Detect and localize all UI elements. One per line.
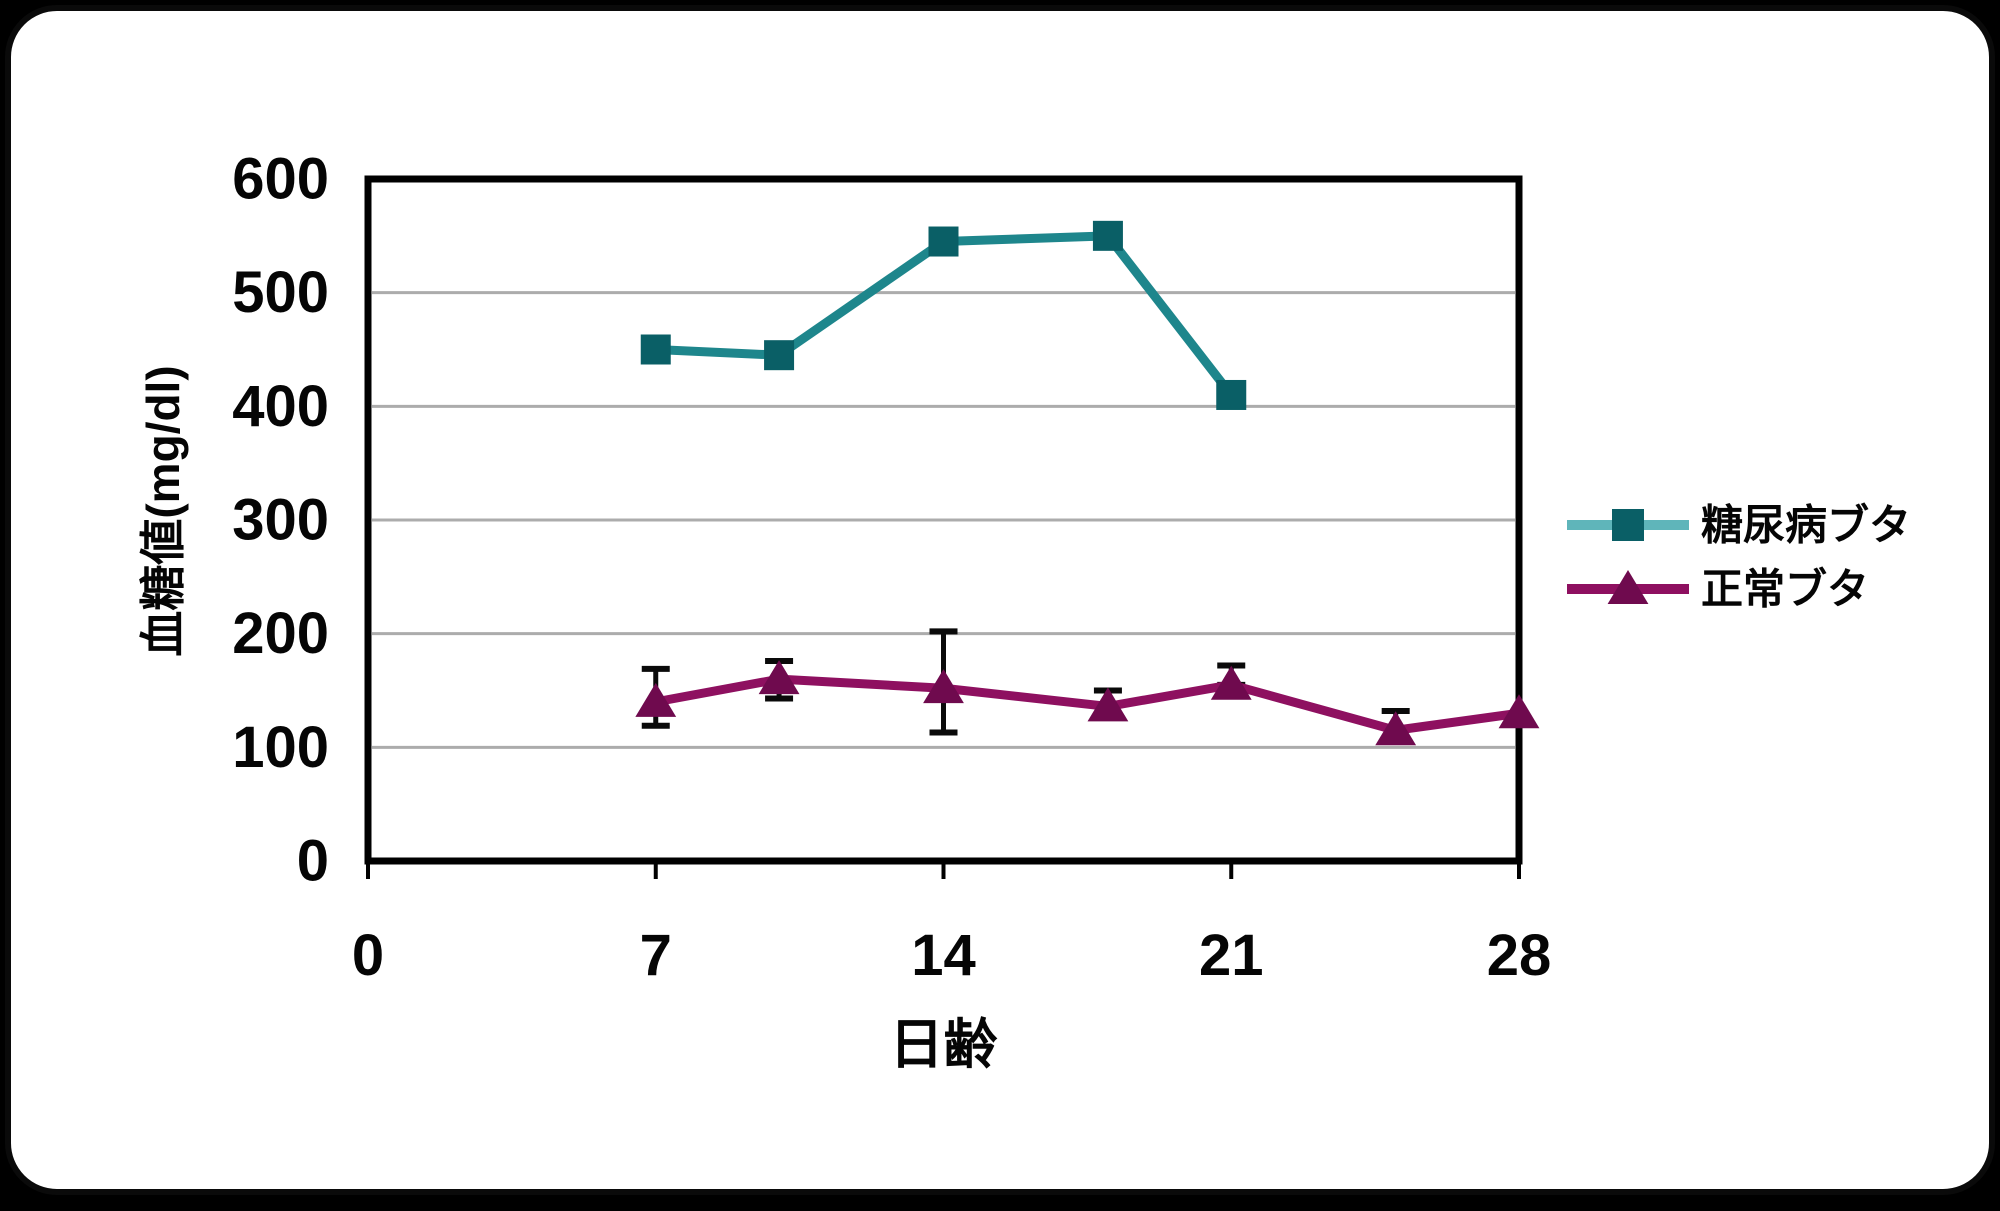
data-point-triangle [1498, 694, 1540, 729]
x-tick-label: 21 [1199, 923, 1264, 988]
gridlines [372, 291, 1515, 749]
data-point-triangle [923, 669, 964, 704]
x-tick-label: 28 [1487, 923, 1552, 988]
y-tick-label: 300 [232, 488, 329, 553]
x-axis-title: 日齢 [890, 1015, 998, 1075]
legend-label: 糖尿病ブタ [1701, 502, 1911, 549]
chart-card: 0 100 200 300 400 500 600 0 7 14 21 28 日齢 血糖値(mg/dl) 糖… [5, 5, 1995, 1195]
y-tick-label: 100 [232, 715, 329, 780]
y-tick-label: 200 [232, 601, 329, 666]
y-tick-label: 600 [232, 147, 329, 212]
data-point-square [640, 334, 671, 365]
plot-area [364, 175, 1523, 865]
data-point-triangle [1375, 711, 1417, 746]
data-point-triangle [1210, 665, 1252, 700]
series-normal-pig [635, 660, 1540, 746]
data-point-square [928, 226, 959, 257]
data-point-square [1092, 220, 1123, 251]
data-point-triangle [1607, 569, 1649, 604]
series-diabetic-pig [640, 220, 1247, 410]
data-point-triangle [635, 682, 677, 717]
x-tick-label: 14 [911, 923, 976, 988]
data-point-square [764, 340, 795, 371]
data-point-square [1216, 379, 1247, 410]
y-axis-labels: 0 100 200 300 400 500 600 [232, 147, 329, 894]
data-point-triangle [758, 660, 800, 695]
y-tick-label: 400 [232, 374, 329, 439]
x-tick-label: 0 [352, 923, 384, 988]
y-tick-label: 0 [297, 829, 329, 894]
y-axis-title: 血糖値(mg/dl) [137, 365, 189, 656]
data-point-triangle [1087, 687, 1129, 722]
data-point-square [1612, 509, 1644, 541]
diabetic-pig-line [655, 231, 1235, 398]
legend-item-normal-pig: 正常ブタ [1567, 566, 1869, 613]
x-tick-label: 7 [640, 923, 672, 988]
legend-label: 正常ブタ [1701, 566, 1869, 613]
x-axis-labels: 0 7 14 21 28 [352, 923, 1551, 988]
x-tick-marks [366, 864, 1521, 879]
y-tick-label: 500 [232, 260, 329, 325]
blood-glucose-line-chart: 0 100 200 300 400 500 600 0 7 14 21 28 日齢 血糖値(mg/dl) 糖… [137, 147, 1911, 1076]
legend-item-diabetic-pig: 糖尿病ブタ [1567, 502, 1911, 549]
